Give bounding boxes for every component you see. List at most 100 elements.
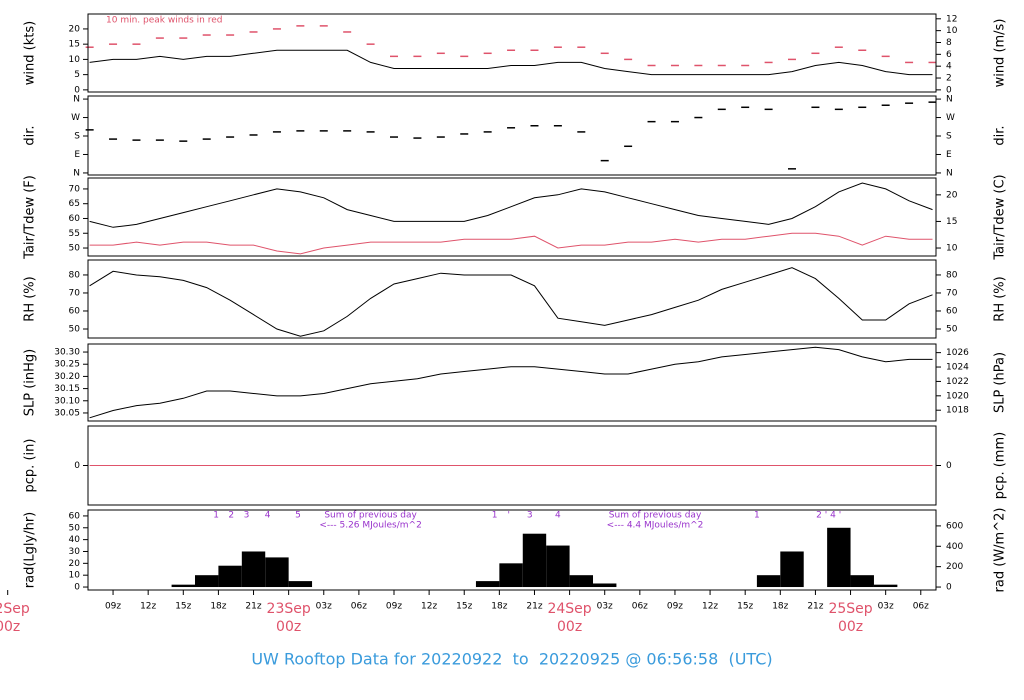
x-tick-label: 18z: [491, 602, 507, 612]
y2-tick-label: W: [946, 113, 955, 123]
bar: [171, 584, 195, 588]
hour-mark: 2: [816, 511, 822, 521]
panel-frame: [87, 425, 937, 506]
panel-frame: [87, 259, 937, 339]
y2-tick-label: 0: [946, 583, 952, 593]
y-tick-label: 10: [69, 55, 81, 65]
y2-tick-label: 0: [946, 461, 952, 471]
bar: [499, 563, 523, 588]
note: Sum of previous day: [609, 511, 702, 521]
y-tick-label: 30.25: [54, 360, 80, 370]
y-tick-label: N: [73, 168, 80, 178]
y-tick-label: E: [74, 150, 80, 160]
hour-mark: ': [839, 511, 841, 521]
series-line: [89, 232, 933, 255]
y2-tick-label: 20: [946, 190, 958, 200]
y-tick-label: 60: [69, 214, 81, 224]
y2-tick-label: 80: [946, 270, 958, 280]
y-tick-label: 30.05: [54, 408, 80, 418]
y2-axis-label: dir.: [993, 125, 1008, 145]
hour-mark: ': [825, 511, 827, 521]
x-tick-label: 15z: [175, 602, 191, 612]
bar: [194, 575, 219, 588]
panel-plot: [89, 346, 933, 419]
y2-axis-label: SLP (hPa): [993, 352, 1008, 413]
day-label: 25Sep: [828, 601, 872, 617]
bar: [546, 545, 570, 588]
hour-mark: 2: [228, 511, 234, 521]
hour-mark: 3: [244, 511, 250, 521]
y-tick-label: 30.15: [54, 384, 80, 394]
y2-axis-label: wind (m/s): [993, 19, 1008, 88]
y-axis-label: Tair/Tdew (F): [23, 175, 38, 260]
y-tick-label: 0: [74, 85, 80, 95]
y2-tick-label: 15: [946, 217, 957, 227]
y2-tick-label: 600: [946, 521, 963, 531]
note: <--- 4.4 MJoules/m^2: [607, 521, 704, 531]
y2-tick-label: 2: [946, 74, 952, 84]
bar: [780, 551, 804, 588]
y2-tick-label: 1018: [946, 406, 969, 416]
x-tick-label: 18z: [210, 602, 226, 612]
bar: [873, 584, 898, 588]
bar: [827, 527, 851, 588]
bar: [569, 575, 594, 588]
bar: [593, 583, 617, 588]
hour-mark: ': [507, 511, 509, 521]
day-sublabel: 00z: [0, 619, 20, 635]
y-axis-label: RH (%): [23, 276, 38, 321]
x-tick-label: 06z: [632, 602, 648, 612]
bar: [475, 581, 500, 588]
y-tick-label: 65: [69, 199, 80, 209]
x-tick-label: 21z: [245, 602, 261, 612]
x-tick-label: 03z: [878, 602, 894, 612]
day-label: 24Sep: [547, 601, 591, 617]
y-axis-label: SLP (inHg): [23, 349, 38, 417]
y-tick-label: 60: [69, 511, 81, 521]
x-tick-label: 12z: [421, 602, 437, 612]
y2-tick-label: 6: [946, 50, 952, 60]
series-line: [89, 267, 933, 337]
series-line: [89, 182, 933, 228]
x-tick-label: 15z: [456, 602, 472, 612]
y-tick-label: 50: [69, 523, 81, 533]
note: <--- 5.26 MJoules/m^2: [319, 521, 421, 531]
y-tick-label: 20: [69, 559, 81, 569]
hour-mark: 5: [295, 511, 301, 521]
y-tick-label: 50: [69, 244, 81, 254]
chart-title: UW Rooftop Data for 20220922 to 20220925…: [251, 650, 772, 669]
x-tick-label: 06z: [913, 602, 929, 612]
y2-tick-label: 0: [946, 85, 952, 95]
y2-axis-label: pcp. (mm): [993, 432, 1008, 499]
y2-tick-label: 1020: [946, 391, 969, 401]
panel-plot: [171, 527, 898, 588]
bar: [522, 533, 547, 588]
x-tick-label: 09z: [105, 602, 121, 612]
x-tick-label: 03z: [316, 602, 332, 612]
y-tick-label: 30.10: [54, 396, 80, 406]
x-tick-label: 15z: [737, 602, 753, 612]
y-tick-label: 15: [69, 40, 80, 50]
y-tick-label: 0: [74, 583, 80, 593]
y2-tick-label: 400: [946, 542, 963, 552]
y-tick-label: 70: [69, 288, 81, 298]
x-tick-label: 21z: [526, 602, 542, 612]
hour-mark: 1: [754, 511, 760, 521]
y2-tick-label: 1026: [946, 348, 969, 358]
y2-tick-label: 60: [946, 306, 958, 316]
y-tick-label: 0: [74, 461, 80, 471]
y-axis-label: dir.: [23, 125, 38, 145]
y-tick-label: W: [71, 113, 80, 123]
y2-tick-label: 4: [946, 62, 952, 72]
y-tick-label: S: [74, 132, 80, 142]
day-label: 22Sep: [0, 601, 30, 617]
y2-tick-label: 12: [946, 14, 957, 24]
y2-axis-label: RH (%): [993, 276, 1008, 321]
y2-tick-label: 1022: [946, 377, 969, 387]
y-tick-label: N: [73, 95, 80, 105]
hour-mark: 1: [213, 511, 219, 521]
bar: [265, 557, 289, 588]
y2-tick-label: N: [946, 95, 953, 105]
bar: [218, 565, 242, 588]
